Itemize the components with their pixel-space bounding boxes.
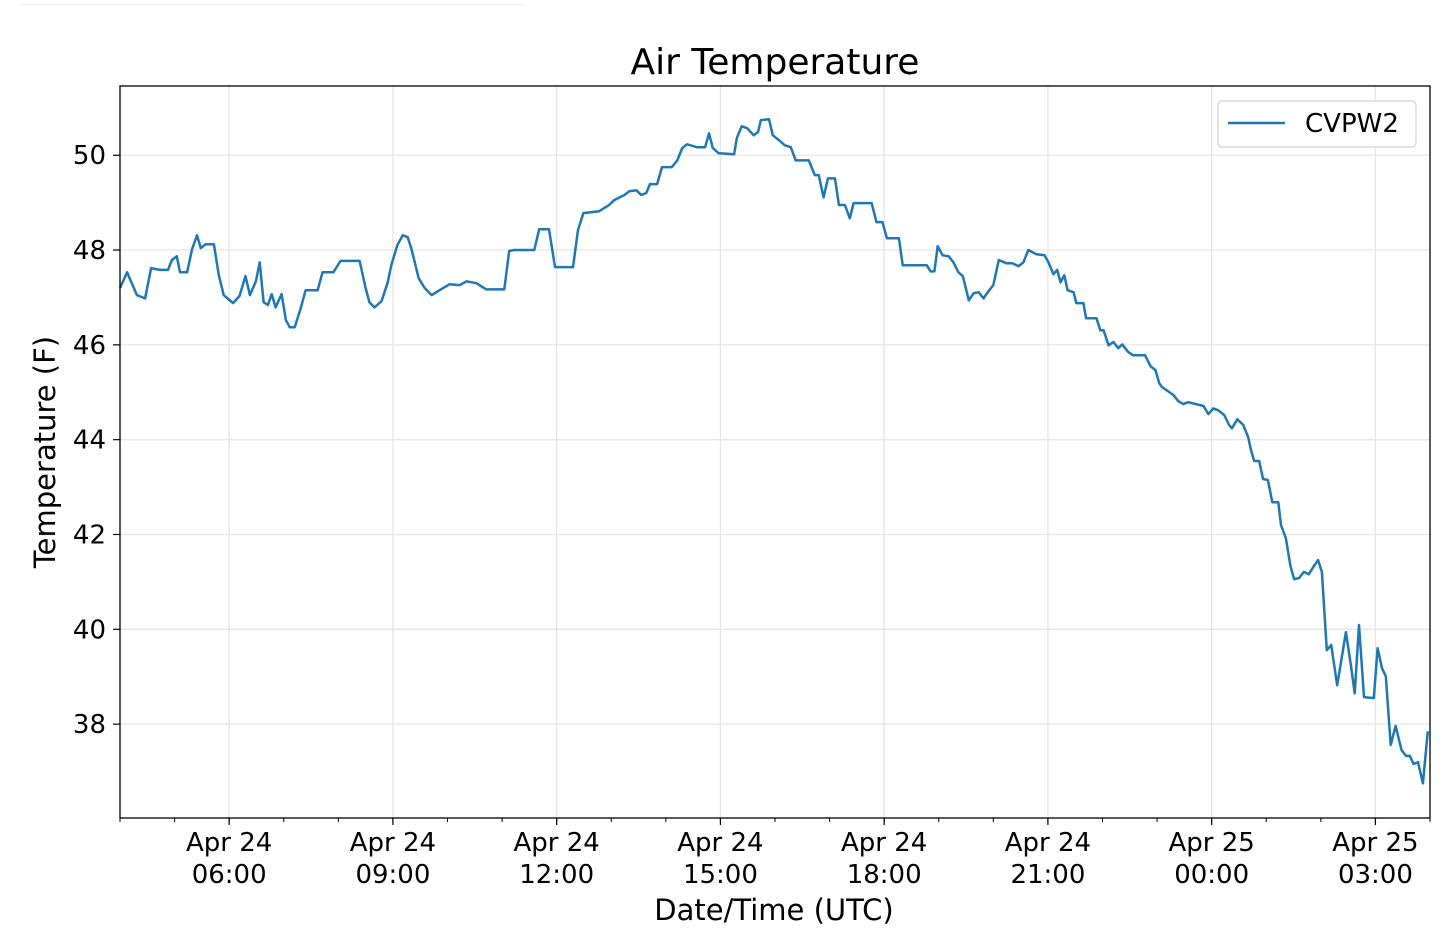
- legend-label-cvpw2: CVPW2: [1305, 109, 1399, 139]
- y-tick-label: 40: [73, 615, 106, 645]
- series-layer: [118, 117, 1430, 785]
- x-tick-label-time: 15:00: [683, 860, 758, 890]
- x-tick-label-date: Apr 24: [186, 828, 272, 858]
- legend-box: [1217, 100, 1417, 148]
- x-axis-label: Date/Time (UTC): [654, 893, 893, 927]
- chart-title: Air Temperature: [631, 42, 920, 83]
- x-tick-label-time: 12:00: [519, 860, 594, 890]
- x-tick-label-date: Apr 24: [677, 828, 763, 858]
- y-tick-label: 38: [73, 710, 106, 740]
- x-tick-label-date: Apr 24: [350, 828, 436, 858]
- gridlines: [120, 86, 1430, 818]
- x-tick-label-time: 03:00: [1338, 860, 1413, 890]
- x-tick-label-date: Apr 25: [1169, 828, 1255, 858]
- series-line-cvpw2: [118, 117, 1430, 785]
- x-tick-label-date: Apr 24: [514, 828, 600, 858]
- y-tick-label: 50: [73, 141, 106, 171]
- x-tick-label-time: 00:00: [1174, 860, 1249, 890]
- y-tick-label: 42: [73, 520, 106, 550]
- x-tick-label-date: Apr 24: [1005, 828, 1091, 858]
- x-tick-label-time: 21:00: [1010, 860, 1085, 890]
- x-tick-label-time: 18:00: [847, 860, 922, 890]
- top-divider: [20, 4, 525, 5]
- y-tick-label: 46: [73, 331, 106, 361]
- legend: CVPW2: [1217, 100, 1417, 148]
- x-tick-label-date: Apr 25: [1332, 828, 1418, 858]
- y-axis-label: Temperature (F): [28, 336, 62, 569]
- x-tick-label-date: Apr 24: [841, 828, 927, 858]
- x-tick-label-time: 09:00: [355, 860, 430, 890]
- plot-frame: [119, 85, 1431, 819]
- y-tick-label: 44: [73, 426, 106, 456]
- x-tick-label-time: 06:00: [192, 860, 267, 890]
- y-tick-label: 48: [73, 236, 106, 266]
